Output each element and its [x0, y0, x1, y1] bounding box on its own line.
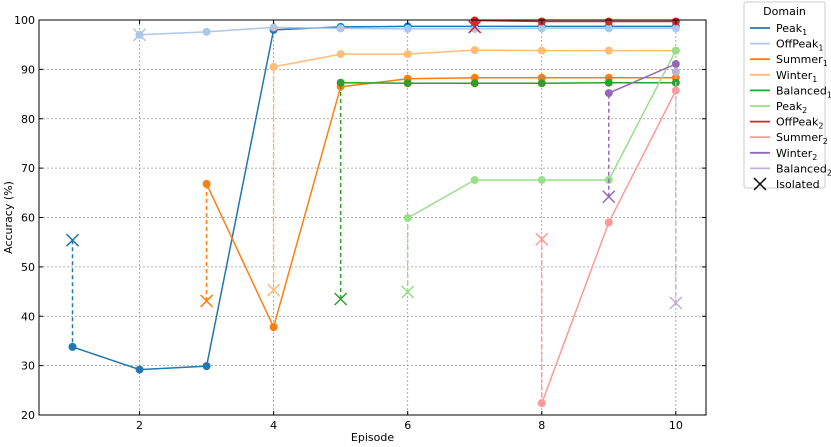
- data-point: [336, 50, 345, 59]
- x-tick-label: 6: [404, 419, 411, 432]
- isolated-marker: [669, 296, 683, 310]
- data-point: [68, 342, 77, 351]
- data-point: [604, 78, 613, 87]
- data-point: [269, 62, 278, 71]
- legend-title: Domain: [763, 5, 806, 18]
- y-tick-label: 60: [21, 212, 35, 225]
- legend-label: Balanced1: [776, 84, 831, 99]
- legend-label: Winter1: [776, 69, 817, 84]
- isolated-marker: [200, 294, 214, 308]
- isolated-marker: [468, 20, 482, 34]
- legend-isolated-marker: [753, 177, 767, 191]
- isolated-marker: [401, 285, 415, 299]
- series-line: [72, 25, 676, 371]
- legend-label: Winter2: [776, 147, 817, 162]
- y-tick-label: 50: [21, 261, 35, 274]
- legend-label: Balanced2: [776, 162, 831, 177]
- y-tick-label: 30: [21, 360, 35, 373]
- y-tick-label: 80: [21, 113, 35, 126]
- data-point: [671, 67, 680, 76]
- x-tick-label: 8: [538, 419, 545, 432]
- legend-label: OffPeak2: [776, 116, 823, 131]
- x-tick-label: 2: [136, 419, 143, 432]
- y-tick-label: 20: [21, 409, 35, 422]
- data-point: [470, 24, 479, 33]
- data-point: [269, 323, 278, 332]
- data-point: [537, 399, 546, 408]
- data-point: [671, 59, 680, 68]
- data-point: [202, 362, 211, 371]
- data-point: [336, 78, 345, 87]
- isolated-marker: [334, 292, 348, 306]
- series-offpeak-2: [468, 16, 680, 34]
- y-tick-label: 90: [21, 63, 35, 76]
- isolated-marker: [267, 283, 281, 297]
- legend-items: Peak1OffPeak1Summer1Winter1Balanced1Peak…: [750, 22, 831, 191]
- y-tick-label: 40: [21, 310, 35, 323]
- data-point: [403, 213, 412, 222]
- series-line: [340, 81, 676, 84]
- data-point: [604, 17, 613, 26]
- data-point: [537, 46, 546, 55]
- series-line: [205, 77, 676, 330]
- y-axis-title: Accuracy (%): [2, 181, 15, 254]
- data-point: [604, 218, 613, 227]
- series-summer-1: [200, 73, 680, 332]
- series-peak-2: [401, 46, 680, 299]
- data-point: [537, 24, 546, 33]
- legend-label: OffPeak1: [776, 38, 823, 53]
- legend-box: [743, 1, 826, 189]
- data-point: [403, 50, 412, 59]
- y-tick-label: 100: [14, 14, 35, 27]
- series-layer: [65, 16, 683, 408]
- data-point: [671, 24, 680, 33]
- isolated-marker: [133, 28, 147, 42]
- y-tick-label: 70: [21, 162, 35, 175]
- data-point: [403, 24, 412, 33]
- series-line: [608, 63, 677, 94]
- data-point: [135, 365, 144, 374]
- data-point: [403, 79, 412, 88]
- series-peak-1: [65, 22, 680, 374]
- data-point: [604, 24, 613, 33]
- series-offpeak-1: [133, 23, 680, 42]
- isolated-marker: [65, 233, 80, 247]
- x-axis-title: Episode: [351, 431, 394, 444]
- series-balanced-2: [669, 67, 683, 310]
- isolated-marker: [602, 190, 616, 204]
- series-winter-2: [602, 59, 680, 204]
- series-line: [474, 19, 676, 23]
- data-point: [269, 23, 278, 32]
- data-point: [537, 175, 546, 184]
- series-balanced-1: [334, 78, 680, 306]
- x-tick-label: 10: [669, 419, 683, 432]
- data-point: [202, 179, 211, 188]
- data-point: [202, 27, 211, 36]
- data-point: [336, 24, 345, 33]
- legend: Domain Peak1OffPeak1Summer1Winter1Balanc…: [743, 1, 831, 191]
- data-point: [671, 46, 680, 55]
- x-tick-label: 4: [270, 419, 277, 432]
- legend-label: Summer2: [776, 131, 828, 146]
- legend-label: Summer1: [776, 53, 828, 68]
- data-point: [470, 175, 479, 184]
- legend-label: Peak1: [776, 22, 807, 37]
- data-point: [470, 79, 479, 88]
- data-point: [537, 79, 546, 88]
- legend-label: Peak2: [776, 100, 807, 115]
- legend-isolated-label: Isolated: [776, 178, 820, 191]
- data-point: [470, 46, 479, 55]
- isolated-marker: [535, 232, 549, 246]
- data-point: [604, 46, 613, 55]
- ticks: 2 4 6 8 10 20 30 40 50 60 70 80 90 100: [14, 14, 706, 432]
- data-point: [604, 89, 613, 98]
- series-summer-2: [535, 86, 680, 408]
